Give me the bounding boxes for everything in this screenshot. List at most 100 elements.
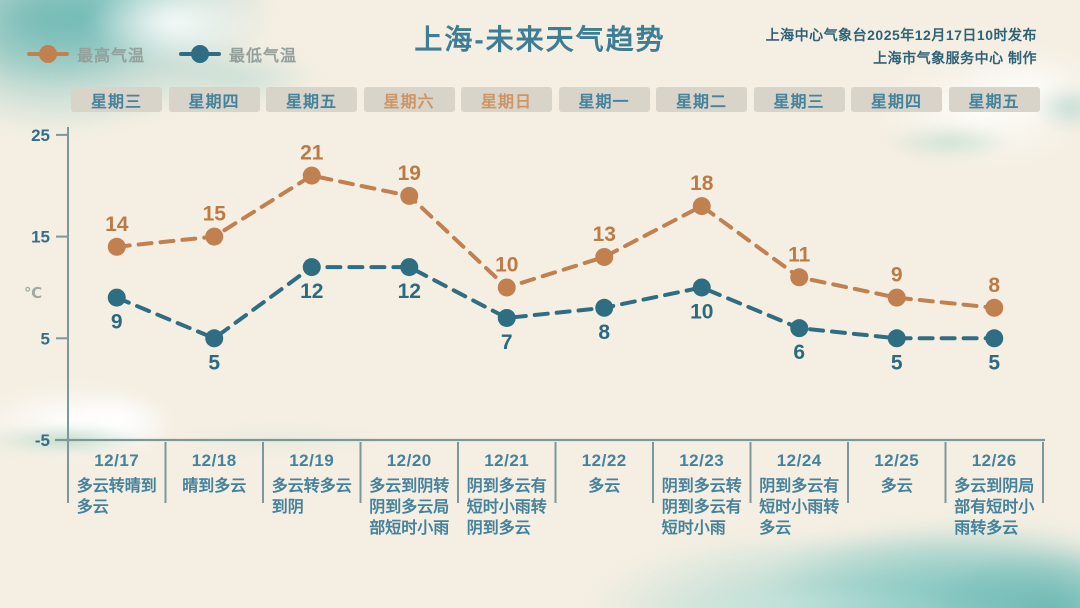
weekday-header: 星期四 bbox=[168, 87, 260, 112]
weekday-header: 星期一 bbox=[558, 87, 650, 112]
weekday-header: 星期日 bbox=[461, 87, 552, 112]
high-temp-point bbox=[595, 247, 614, 266]
low-temp-value-label: 5 bbox=[891, 351, 903, 374]
low-temp-value-label: 12 bbox=[398, 280, 421, 303]
legend: 最高气温 最低气温 bbox=[27, 44, 298, 65]
forecast-day-cell: 12/26 多云到阴局 部有短时小 雨转多云 bbox=[948, 448, 1040, 539]
high-temp-point bbox=[497, 278, 516, 297]
low-temp-value-label: 5 bbox=[988, 351, 1000, 374]
weather-description: 多云 bbox=[880, 478, 913, 495]
low-temp-value-label: 8 bbox=[598, 321, 610, 344]
date-label: 12/21 bbox=[484, 451, 530, 470]
high-temp-legend-dot-icon bbox=[39, 45, 57, 63]
high-temp-value-label: 8 bbox=[988, 274, 1000, 297]
high-temp-value-label: 19 bbox=[398, 162, 421, 185]
high-temp-point bbox=[790, 268, 809, 287]
forecast-day-cell: 12/22 多云 bbox=[558, 448, 650, 497]
high-temp-point bbox=[887, 288, 906, 307]
y-axis-tick-label: 25 bbox=[31, 126, 50, 145]
issuer-line2: 上海市气象服务中心 制作 bbox=[873, 50, 1037, 66]
forecast-day-cell: 12/23 阴到多云转 阴到多云有 短时小雨 bbox=[656, 448, 748, 539]
low-temp-point bbox=[205, 329, 224, 348]
weekday-header: 星期五 bbox=[266, 87, 357, 112]
high-temp-value-label: 15 bbox=[203, 203, 227, 226]
low-temp-value-label: 12 bbox=[300, 280, 323, 303]
date-label: 12/25 bbox=[874, 451, 920, 470]
weather-description: 阴到多云转 阴到多云有 短时小雨 bbox=[661, 478, 742, 537]
low-temp-value-label: 7 bbox=[501, 331, 513, 354]
forecast-day-cell: 12/21 阴到多云有 短时小雨转 阴到多云 bbox=[461, 448, 553, 539]
weekday-header: 星期六 bbox=[363, 87, 455, 112]
date-label: 12/23 bbox=[679, 451, 725, 470]
high-temp-point bbox=[205, 227, 224, 246]
date-label: 12/20 bbox=[386, 451, 432, 470]
weather-description: 多云到阴转 阴到多云局 部短时小雨 bbox=[369, 478, 450, 537]
weather-description: 阴到多云有 短时小雨转 阴到多云 bbox=[466, 478, 547, 537]
weekday-header: 星期四 bbox=[851, 87, 942, 112]
page-title: 上海-未来天气趋势 bbox=[414, 24, 666, 55]
date-label: 12/26 bbox=[971, 451, 1017, 470]
low-temp-legend-marker bbox=[179, 45, 222, 63]
issuer-info: 上海中心气象台2025年12月17日10时发布 上海市气象服务中心 制作 bbox=[766, 24, 1037, 70]
date-label: 12/19 bbox=[289, 451, 335, 470]
low-temp-point bbox=[302, 258, 321, 277]
forecast-day-cell: 12/18 晴到多云 bbox=[168, 448, 260, 497]
y-axis-tick-label: 15 bbox=[31, 228, 50, 247]
high-temp-point bbox=[400, 186, 419, 205]
y-axis-tick-label: -5 bbox=[35, 431, 50, 450]
low-temp-value-label: 9 bbox=[111, 311, 123, 334]
forecast-day-cell: 12/25 多云 bbox=[851, 448, 943, 497]
high-temp-value-label: 13 bbox=[593, 223, 616, 246]
high-temp-legend-label: 最高气温 bbox=[77, 48, 146, 65]
weekday-header: 星期三 bbox=[753, 87, 845, 112]
high-temp-value-label: 11 bbox=[788, 243, 811, 266]
low-temp-point bbox=[595, 298, 614, 317]
weekday-header: 星期二 bbox=[656, 87, 747, 112]
low-temp-point bbox=[400, 258, 419, 277]
low-temp-point bbox=[985, 329, 1004, 348]
low-temp-point bbox=[692, 278, 711, 297]
high-temp-line bbox=[114, 173, 997, 310]
low-temp-value-label: 10 bbox=[690, 300, 713, 323]
weekday-header: 星期三 bbox=[71, 87, 162, 112]
date-label: 12/22 bbox=[581, 451, 627, 470]
low-temp-value-label: 6 bbox=[793, 341, 805, 364]
high-temp-point bbox=[692, 197, 711, 216]
low-temp-point bbox=[887, 329, 906, 348]
high-temp-legend-marker bbox=[27, 45, 69, 63]
high-temp-point bbox=[302, 166, 321, 185]
weather-description: 多云 bbox=[588, 478, 621, 495]
date-label: 12/24 bbox=[776, 451, 822, 470]
low-temp-line bbox=[114, 265, 997, 341]
weather-description: 多云到阴局 部有短时小 雨转多云 bbox=[954, 478, 1035, 537]
weather-description: 阴到多云有 短时小雨转 多云 bbox=[759, 478, 840, 537]
forecast-day-cell: 12/20 多云到阴转 阴到多云局 部短时小雨 bbox=[363, 448, 455, 539]
low-temp-value-label: 5 bbox=[208, 351, 220, 374]
weather-description: 晴到多云 bbox=[182, 478, 247, 495]
y-axis-unit-label: ℃ bbox=[24, 285, 43, 302]
issuer-line1: 上海中心气象台2025年12月17日10时发布 bbox=[765, 27, 1037, 43]
low-temp-point bbox=[107, 288, 126, 307]
forecast-day-cell: 12/19 多云转多云 到阴 bbox=[266, 448, 358, 518]
high-temp-point bbox=[985, 298, 1004, 317]
y-axis-tick-label: 5 bbox=[41, 329, 50, 348]
forecast-day-cell: 12/24 阴到多云有 短时小雨转 多云 bbox=[753, 448, 845, 539]
high-temp-value-label: 14 bbox=[105, 213, 129, 236]
high-temp-value-label: 18 bbox=[690, 172, 714, 195]
high-temp-value-label: 10 bbox=[495, 253, 518, 276]
weekday-header: 星期五 bbox=[948, 87, 1040, 112]
low-temp-point bbox=[790, 319, 809, 338]
high-temp-point bbox=[107, 237, 126, 256]
low-temp-point bbox=[497, 308, 516, 327]
weather-description: 多云转晴到 多云 bbox=[76, 478, 157, 516]
date-label: 12/17 bbox=[94, 451, 140, 470]
high-temp-value-label: 21 bbox=[300, 142, 324, 165]
low-temp-legend-dot-icon bbox=[191, 45, 210, 63]
weather-description: 多云转多云 到阴 bbox=[271, 478, 352, 516]
low-temp-legend-label: 最低气温 bbox=[229, 48, 298, 65]
date-label: 12/18 bbox=[191, 451, 237, 470]
high-temp-value-label: 9 bbox=[891, 264, 903, 287]
forecast-day-cell: 12/17 多云转晴到 多云 bbox=[71, 448, 163, 518]
